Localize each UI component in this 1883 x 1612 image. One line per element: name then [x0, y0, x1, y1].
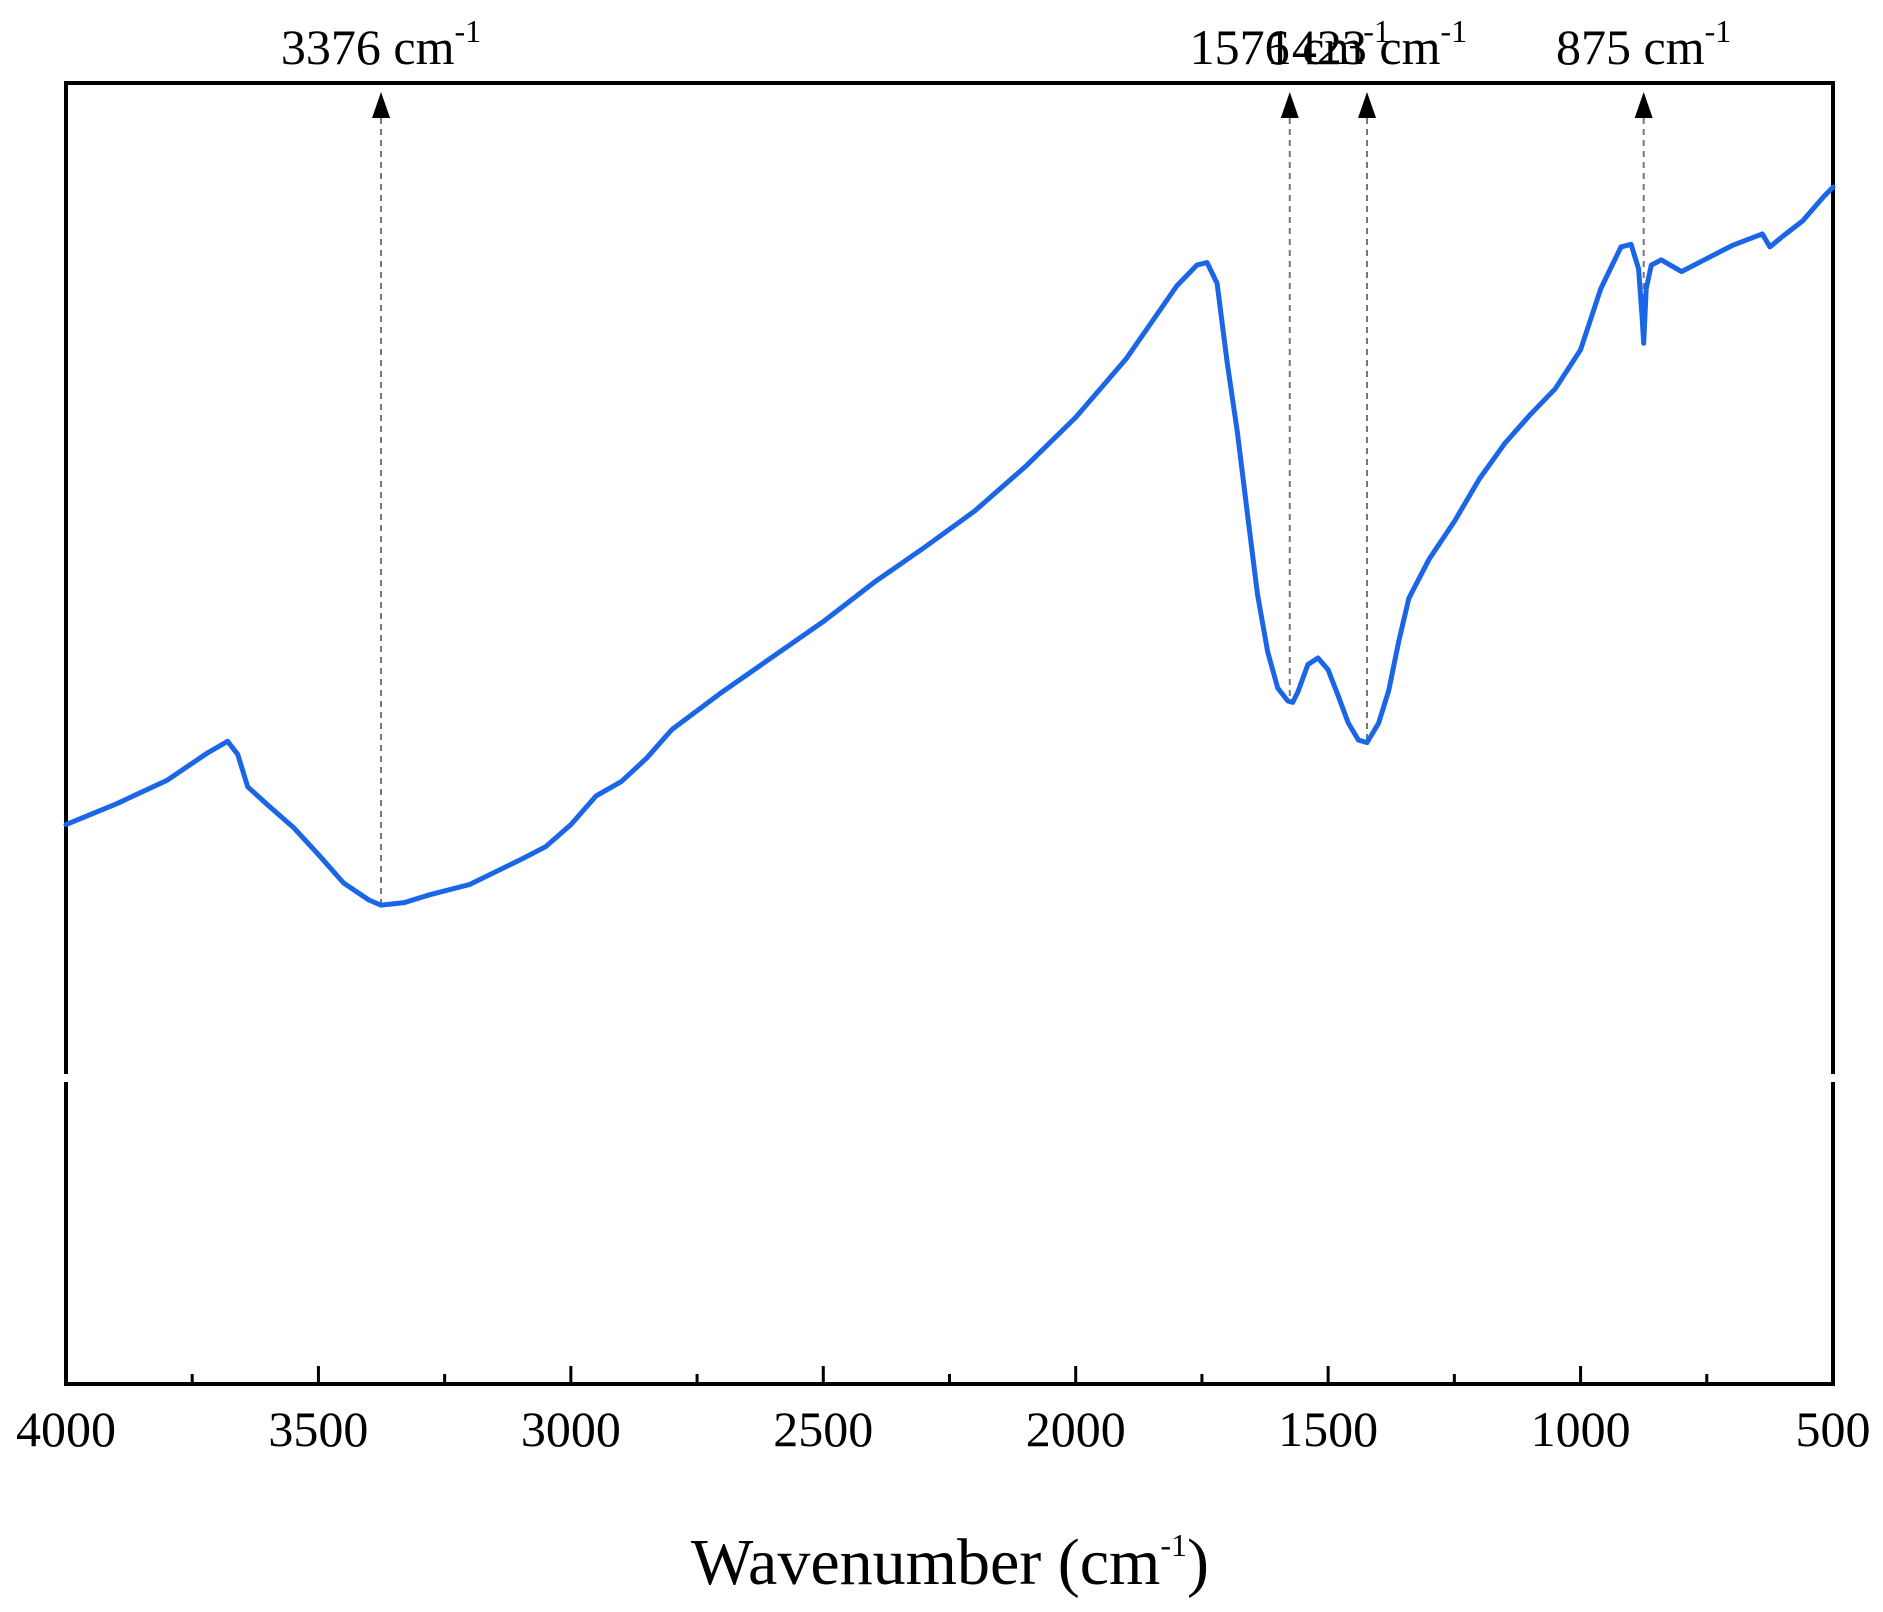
- spectrum-line: [63, 184, 1836, 908]
- peak-arrowhead: [1358, 92, 1377, 118]
- x-tick-label: 4000: [16, 1401, 116, 1457]
- peak-label: 1576 cm-1: [1190, 13, 1390, 75]
- peak-label: 875 cm-1: [1556, 13, 1731, 75]
- peak-label-sup: -1: [1705, 13, 1732, 49]
- peak-label-sup: -1: [454, 13, 481, 49]
- x-axis-title-text: Wavenumber (cm: [691, 1526, 1160, 1599]
- peak-label-text: 1423 cm: [1267, 19, 1441, 75]
- peak-label-sup: -1: [1440, 13, 1467, 49]
- peak-arrowhead: [372, 92, 391, 118]
- x-ticks-group: 4000 3500 3000 2500 2000 1500 1000 500: [16, 1366, 1871, 1457]
- x-axis-title: Wavenumber (cm-1): [691, 1526, 1209, 1599]
- x-tick-label: 2000: [1026, 1401, 1126, 1457]
- peak-label: 3376 cm-1: [281, 13, 481, 75]
- peak-label-text: 1576 cm: [1190, 19, 1364, 75]
- peak-label-text: 3376 cm: [281, 19, 455, 75]
- peak-label-sup: -1: [1363, 13, 1390, 49]
- peak-label: 1423 cm-1: [1267, 13, 1467, 75]
- peak-label-text: 875 cm: [1556, 19, 1705, 75]
- x-tick-label: 2500: [773, 1401, 873, 1457]
- peak-arrowhead: [1634, 92, 1653, 118]
- plot-frame-group: [64, 81, 1835, 1386]
- x-axis-title-sup: -1: [1160, 1527, 1187, 1563]
- x-tick-label: 500: [1796, 1401, 1871, 1457]
- x-tick-label: 1500: [1278, 1401, 1378, 1457]
- x-axis-title-close: ): [1187, 1526, 1209, 1599]
- series-group: [63, 184, 1836, 908]
- x-tick-label: 3500: [268, 1401, 368, 1457]
- x-tick-label: 1000: [1531, 1401, 1631, 1457]
- x-tick-label: 3000: [521, 1401, 621, 1457]
- peak-arrowhead: [1280, 92, 1299, 118]
